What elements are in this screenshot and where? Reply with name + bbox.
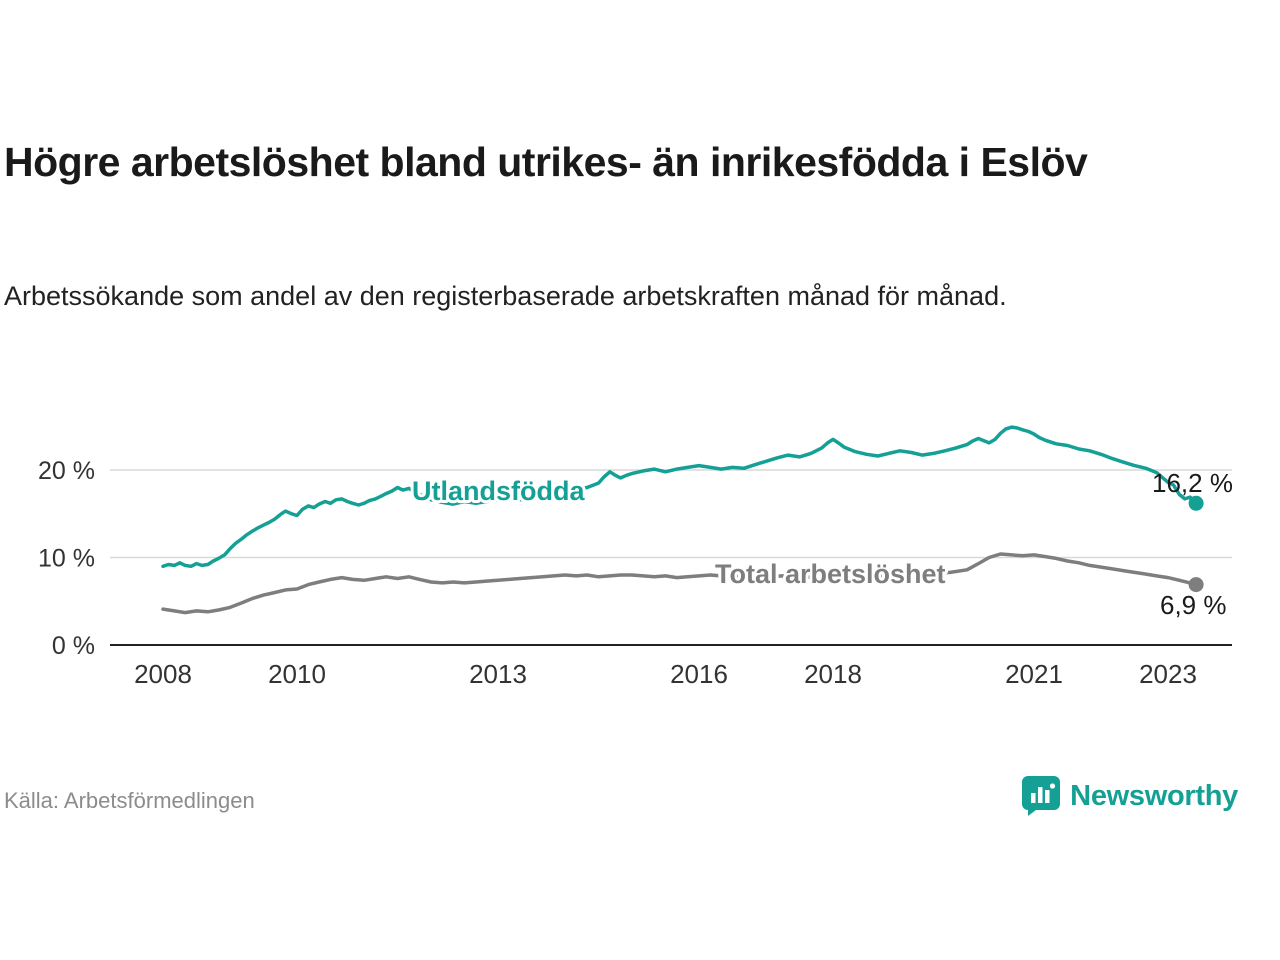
series-end-dot-utlandsfodda xyxy=(1188,495,1204,511)
page-title: Högre arbetslöshet bland utrikes- än inr… xyxy=(4,139,1088,185)
x-tick-label: 2018 xyxy=(804,659,862,689)
y-tick-label: 20 % xyxy=(38,457,95,485)
x-tick-label: 2016 xyxy=(670,659,728,689)
series-line-utlandsfodda xyxy=(161,425,1198,569)
line-chart: 0 % 10 % 20 % 2008 2010 2013 2016 2018 2021 2023 U… xyxy=(38,425,1233,689)
series-label-total: Total arbetslöshet xyxy=(715,559,946,589)
end-value-label-utlandsfodda: 16,2 % xyxy=(1152,468,1233,498)
series-label-utlandsfodda: Utlandsfödda xyxy=(412,476,585,506)
x-tick-label: 2013 xyxy=(469,659,527,689)
x-tick-label: 2010 xyxy=(268,659,326,689)
end-value-label-total: 6,9 % xyxy=(1160,590,1227,620)
x-tick-label: 2023 xyxy=(1139,659,1197,689)
y-tick-label: 0 % xyxy=(52,632,95,660)
x-tick-label: 2008 xyxy=(134,659,192,689)
newsworthy-icon xyxy=(1022,776,1061,816)
newsworthy-logo: Newsworthy xyxy=(1022,776,1238,816)
source-label: Källa: Arbetsförmedlingen xyxy=(4,788,255,813)
chart-subtitle: Arbetssökande som andel av den registerb… xyxy=(4,281,1007,311)
x-tick-label: 2021 xyxy=(1005,659,1063,689)
y-tick-label: 10 % xyxy=(38,545,95,573)
series-line-total xyxy=(161,552,1198,615)
series-end-dot-total xyxy=(1188,577,1204,593)
brand-name: Newsworthy xyxy=(1070,779,1238,812)
